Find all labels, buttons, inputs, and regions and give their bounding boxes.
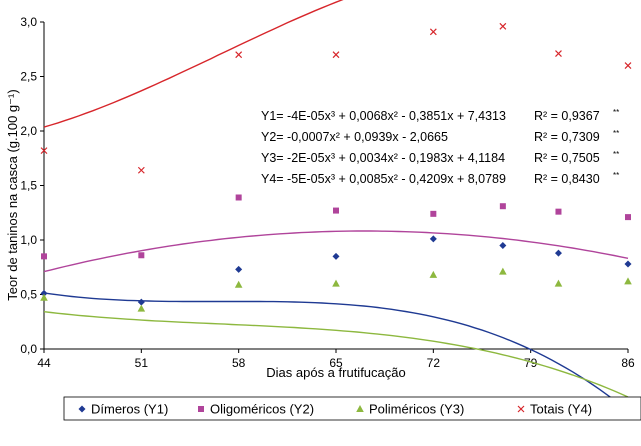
- legend-label-y4: Totais (Y4): [530, 402, 592, 417]
- y-axis-title: Teor de taninos na casca (g.100 g⁻¹): [5, 89, 20, 300]
- data-point-y3: [554, 279, 563, 287]
- legend-marker-y4: [517, 405, 525, 413]
- data-point-y2: [41, 253, 47, 260]
- equation-y4: Y4= -5E-05x³ + 0,0085x² - 0,4209x + 8,07…: [261, 172, 506, 186]
- data-point-y2: [138, 252, 145, 259]
- x-axis-title: Dias após a frutifucação: [266, 365, 405, 380]
- data-point-y2: [625, 214, 631, 221]
- equation-y2: Y2= -0,0007x² + 0,0939x - 2,0665: [261, 130, 448, 144]
- legend-box: [63, 396, 641, 421]
- fit-curve-3: [43, 311, 629, 398]
- legend-marker-y2: [198, 406, 204, 412]
- x-tick-label: 86: [621, 356, 635, 370]
- legend-label-y1: Dímeros (Y1): [91, 402, 168, 417]
- legend-marker-y1: [78, 405, 86, 413]
- y-tick-label: 2,5: [20, 70, 37, 84]
- legend-marker-y3: [356, 405, 364, 412]
- data-points: [40, 22, 632, 312]
- fit-curve-4: [43, 0, 344, 128]
- data-point-y1: [235, 265, 243, 273]
- legend: Dímeros (Y1) Oligoméricos (Y2) Poliméricos…: [78, 402, 592, 417]
- equation-y3: Y3= -2E-05x³ + 0,0034x² - 0,1983x + 4,11…: [261, 151, 505, 165]
- data-point-y1: [429, 235, 437, 243]
- data-point-y4: [429, 28, 437, 36]
- y-tick-label: 0,5: [20, 288, 37, 302]
- data-point-y4: [40, 147, 48, 155]
- fit-curve-2: [43, 230, 629, 273]
- r2-y3: R² = 0,7505: [534, 151, 600, 165]
- trend-curves: [43, 0, 629, 412]
- data-point-y3: [332, 279, 340, 287]
- x-tick-label: 44: [37, 356, 51, 370]
- legend-label-y3: Poliméricos (Y3): [369, 402, 464, 417]
- x-tick-label: 65: [329, 356, 343, 370]
- legend-label-y2: Oligoméricos (Y2): [210, 402, 314, 417]
- regression-equations: Y1= -4E-05x³ + 0,0068x² - 0,3851x + 7,43…: [261, 108, 619, 186]
- data-point-y3: [624, 277, 632, 285]
- y-tick-label: 3,0: [20, 15, 37, 29]
- data-point-y3: [234, 280, 243, 288]
- data-point-y1: [332, 252, 340, 260]
- data-point-y2: [499, 203, 506, 210]
- significance-y1: **: [613, 108, 619, 117]
- data-point-y3: [137, 304, 146, 312]
- data-point-y3: [429, 270, 438, 278]
- data-point-y1: [499, 241, 507, 249]
- y-tick-label: 0,0: [20, 342, 37, 356]
- y-tick-label: 1,0: [20, 233, 37, 247]
- y-axis-ticks: 0,0 0,5 1,0 1,5 2,0 2,5 3,0: [20, 15, 44, 356]
- x-tick-label: 72: [427, 356, 441, 370]
- x-axis-ticks: 44 51 58 65 72 79 86: [37, 349, 635, 370]
- significance-y4: **: [613, 171, 619, 180]
- y-tick-label: 1,5: [20, 179, 37, 193]
- data-point-y4: [332, 51, 340, 59]
- data-point-y1: [40, 289, 48, 297]
- data-point-y4: [137, 166, 145, 174]
- data-point-y2: [430, 210, 437, 217]
- data-point-y4: [235, 51, 243, 59]
- data-point-y4: [624, 62, 632, 70]
- data-point-y4: [499, 22, 507, 30]
- data-point-y1: [624, 260, 632, 268]
- y-tick-label: 2,0: [20, 124, 37, 138]
- data-point-y2: [333, 207, 339, 214]
- x-tick-label: 58: [232, 356, 246, 370]
- x-tick-label: 51: [135, 356, 149, 370]
- data-point-y1: [554, 249, 562, 257]
- equation-y1: Y1= -4E-05x³ + 0,0068x² - 0,3851x + 7,43…: [261, 109, 506, 123]
- r2-y4: R² = 0,8430: [534, 172, 600, 186]
- r2-y1: R² = 0,9367: [534, 109, 600, 123]
- significance-y2: **: [613, 129, 619, 138]
- significance-y3: **: [613, 150, 619, 159]
- data-point-y1: [137, 298, 145, 306]
- data-point-y3: [499, 267, 507, 275]
- x-tick-label: 79: [524, 356, 538, 370]
- data-point-y2: [555, 208, 562, 215]
- r2-y2: R² = 0,7309: [534, 130, 600, 144]
- data-point-y3: [40, 293, 48, 301]
- data-point-y4: [555, 50, 562, 58]
- data-point-y2: [235, 194, 242, 201]
